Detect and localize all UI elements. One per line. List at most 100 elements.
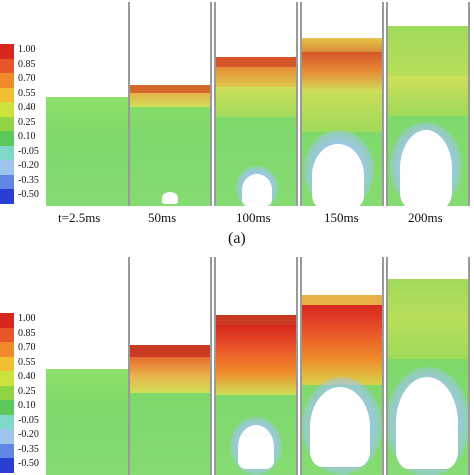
strain-band <box>386 279 470 359</box>
column-wall <box>468 257 470 475</box>
gas-cavity <box>400 130 452 206</box>
b-colorbar-tick-label: 0.40 <box>18 371 36 383</box>
column-wall <box>128 2 130 206</box>
strain-band <box>386 26 470 76</box>
a-colorbar-segment <box>0 131 14 147</box>
time-label: t=2.5ms <box>58 210 101 225</box>
particle-bed <box>46 369 130 475</box>
strain-band <box>386 76 470 116</box>
a-snapshot-1 <box>128 2 212 206</box>
b-snapshot-1 <box>128 257 212 475</box>
snapshot-columns-b <box>0 255 474 475</box>
gas-cavity <box>162 192 178 204</box>
particle-bed <box>46 97 130 206</box>
column-wall <box>300 2 302 206</box>
b-colorbar-segment <box>0 400 14 416</box>
b-colorbar-segment <box>0 385 14 401</box>
b-colorbar-segment <box>0 429 14 445</box>
column-wall <box>382 2 384 206</box>
a-colorbar-segment <box>0 73 14 89</box>
b-colorbar-tick-label: 0.10 <box>18 400 36 412</box>
column-wall <box>214 2 216 206</box>
a-colorbar-segment <box>0 87 14 103</box>
a-colorbar-tick-label: 0.85 <box>18 58 36 70</box>
column-wall <box>382 257 384 475</box>
time-label: 200ms <box>408 210 443 225</box>
strain-band <box>128 345 212 357</box>
strain-band <box>300 52 384 92</box>
b-colorbar-tick-label: -0.20 <box>18 429 39 441</box>
b-colorbar-segment <box>0 371 14 387</box>
a-colorbar-segment <box>0 44 14 60</box>
column-wall <box>210 2 212 206</box>
colorbar-a: 1.00 0.85 0.70 0.55 0.40 0.25 0.10 -0.05 -0.20 -0… <box>0 44 48 205</box>
strain-band <box>214 57 298 67</box>
a-colorbar-tick-label: 0.55 <box>18 87 36 99</box>
a-colorbar-segment <box>0 58 14 74</box>
a-colorbar-segment <box>0 174 14 190</box>
strain-band <box>128 93 212 107</box>
a-colorbar-segment <box>0 102 14 118</box>
b-colorbar-tick-label: 0.85 <box>18 327 36 339</box>
colorbar-b: 1.00 0.85 0.70 0.55 0.40 0.25 0.10 -0.05 -0.20 -0… <box>0 313 48 474</box>
b-colorbar-tick-label: -0.05 <box>18 414 39 426</box>
a-colorbar-tick-label: 0.25 <box>18 116 36 128</box>
b-colorbar-segment <box>0 443 14 459</box>
gas-cavity <box>310 387 370 467</box>
column-wall <box>128 257 130 475</box>
column-wall <box>210 257 212 475</box>
b-colorbar-tick-label: 1.00 <box>18 313 36 324</box>
a-colorbar-segment <box>0 160 14 176</box>
a-colorbar-tick-label: 0.40 <box>18 102 36 114</box>
a-colorbar-tick-label: -0.20 <box>18 160 39 172</box>
strain-band <box>214 325 298 395</box>
gas-cavity <box>238 425 274 469</box>
column-wall <box>468 2 470 206</box>
a-colorbar-segment <box>0 116 14 132</box>
a-colorbar-tick-label: -0.05 <box>18 145 39 157</box>
a-colorbar-tick-label: 1.00 <box>18 44 36 55</box>
strain-band <box>300 38 384 52</box>
a-colorbar-tick-label: 0.10 <box>18 131 36 143</box>
panel-b: 1.00 0.85 0.70 0.55 0.40 0.25 0.10 -0.05 -0.20 -0… <box>0 255 474 475</box>
column-wall <box>386 257 388 475</box>
a-snapshot-3 <box>300 2 384 206</box>
strain-band <box>128 357 212 393</box>
snapshot-columns-a <box>0 0 474 206</box>
time-labels-a: t=2.5ms 50ms 100ms 150ms 200ms <box>0 210 474 228</box>
gas-cavity <box>396 377 458 469</box>
time-label: 50ms <box>148 210 177 225</box>
b-colorbar-segment <box>0 342 14 358</box>
b-colorbar-tick-label: -0.35 <box>18 443 39 455</box>
b-colorbar-tick-label: 0.70 <box>18 342 36 354</box>
b-colorbar-tick-label: -0.50 <box>18 458 39 470</box>
column-wall <box>300 257 302 475</box>
b-colorbar-segment <box>0 458 14 474</box>
b-snapshot-0 <box>46 257 130 475</box>
strain-band <box>214 67 298 87</box>
gas-cavity <box>312 144 364 206</box>
column-wall <box>214 257 216 475</box>
a-colorbar-tick-label: -0.50 <box>18 189 39 201</box>
column-wall <box>296 2 298 206</box>
strain-band <box>214 87 298 117</box>
strain-band <box>214 315 298 325</box>
a-snapshot-4 <box>386 2 470 206</box>
b-snapshot-3 <box>300 257 384 475</box>
b-colorbar-segment <box>0 414 14 430</box>
panel-a: 1.00 0.85 0.70 0.55 0.40 0.25 0.10 -0.05 -0.20 -0… <box>0 0 474 247</box>
a-snapshot-2 <box>214 2 298 206</box>
b-snapshot-2 <box>214 257 298 475</box>
strain-band <box>128 85 212 93</box>
b-colorbar-segment <box>0 327 14 343</box>
a-colorbar-segment <box>0 189 14 205</box>
a-snapshot-0 <box>46 2 130 206</box>
strain-band <box>300 92 384 132</box>
a-colorbar-tick-label: 0.70 <box>18 73 36 85</box>
a-colorbar-tick-label: -0.35 <box>18 174 39 186</box>
b-colorbar-segment <box>0 313 14 329</box>
b-colorbar-tick-label: 0.55 <box>18 356 36 368</box>
a-colorbar-segment <box>0 145 14 161</box>
panel-label-a: (a) <box>228 230 246 247</box>
gas-cavity <box>242 174 272 206</box>
